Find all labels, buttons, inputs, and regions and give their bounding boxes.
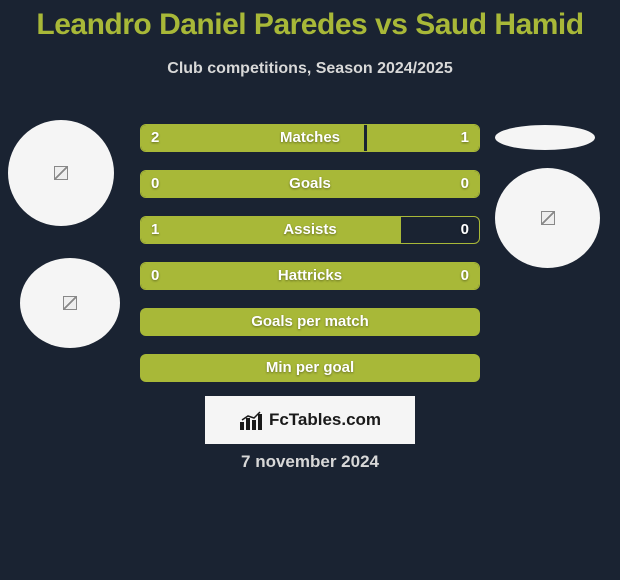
stat-right-value: 1 <box>461 125 469 151</box>
stat-right-value: 0 <box>461 217 469 243</box>
player2-avatar <box>495 168 600 268</box>
stat-row-goals: 0 Goals 0 <box>140 170 480 198</box>
player2-pill <box>495 125 595 150</box>
stat-row-hattricks: 0 Hattricks 0 <box>140 262 480 290</box>
stat-label: Hattricks <box>141 263 479 289</box>
stat-label: Goals <box>141 171 479 197</box>
stat-summary-mpg: Min per goal <box>140 354 480 382</box>
player1-avatar <box>8 120 114 226</box>
stats-container: 2 Matches 1 0 Goals 0 1 Assists 0 0 Hatt… <box>140 124 480 400</box>
broken-image-icon <box>54 166 68 180</box>
page-title: Leandro Daniel Paredes vs Saud Hamid <box>0 0 620 42</box>
subtitle: Club competitions, Season 2024/2025 <box>0 60 620 78</box>
stat-right-value: 0 <box>461 263 469 289</box>
stat-summary-gpm: Goals per match <box>140 308 480 336</box>
chart-icon <box>239 410 265 430</box>
stat-label: Matches <box>141 125 479 151</box>
stat-row-assists: 1 Assists 0 <box>140 216 480 244</box>
stat-label: Assists <box>141 217 479 243</box>
stat-row-matches: 2 Matches 1 <box>140 124 480 152</box>
logo-box: FcTables.com <box>205 396 415 444</box>
date-text: 7 november 2024 <box>0 452 620 472</box>
player1-club-avatar <box>20 258 120 348</box>
logo-text: FcTables.com <box>269 410 381 430</box>
broken-image-icon <box>63 296 77 310</box>
stat-right-value: 0 <box>461 171 469 197</box>
broken-image-icon <box>541 211 555 225</box>
